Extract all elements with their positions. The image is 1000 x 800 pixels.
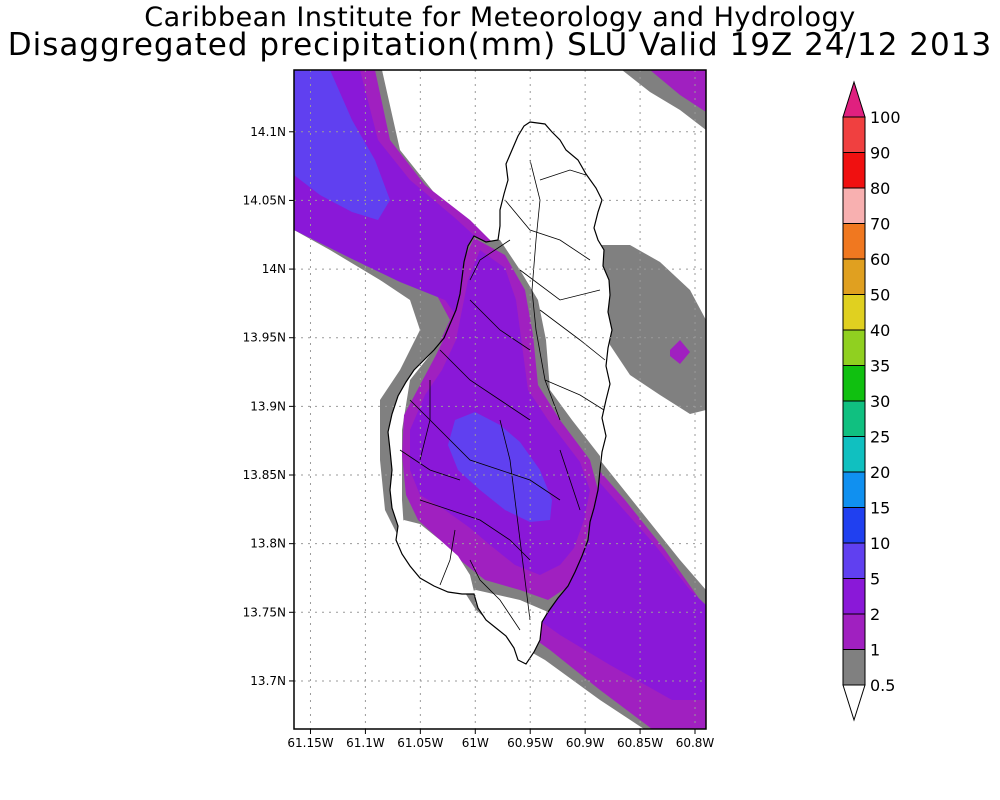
district-line-13 — [539, 169, 587, 181]
district-line-6 — [439, 349, 531, 421]
y-tick-label: 14.05N — [243, 193, 286, 207]
island-coastline — [387, 121, 613, 665]
legend-label: 20 — [870, 463, 890, 482]
district-line-10 — [499, 419, 531, 621]
district-line-8 — [399, 449, 461, 481]
legend-over-triangle — [842, 80, 866, 118]
legend-label: 90 — [870, 144, 890, 163]
district-line-1 — [504, 199, 591, 261]
legend-swatch — [842, 152, 866, 189]
x-tick-label: 60.8W — [676, 736, 715, 750]
legend-swatch — [842, 649, 866, 686]
legend-swatch — [842, 436, 866, 473]
x-tick-label: 61.1W — [346, 736, 385, 750]
legend-label: 15 — [870, 499, 890, 518]
chart-subtitle: Disaggregated precipitation(mm) SLU Vali… — [7, 27, 993, 63]
x-tick-label: 61.15W — [287, 736, 333, 750]
legend-label: 80 — [870, 179, 890, 198]
legend-label: 100 — [870, 108, 901, 127]
island-band-5-10 — [448, 412, 552, 522]
legend-swatch — [842, 613, 866, 650]
district-line-14 — [469, 239, 511, 281]
band-1-2-east — [670, 340, 690, 364]
legend-label: 0.5 — [870, 676, 895, 695]
y-tick-label: 13.95N — [243, 331, 286, 345]
legend-label: 40 — [870, 321, 890, 340]
legend-swatch — [842, 116, 866, 153]
legend-label: 1 — [870, 641, 880, 660]
y-tick-label: 14.1N — [250, 125, 286, 139]
district-line-9 — [419, 499, 531, 561]
x-tick-label: 61W — [462, 736, 489, 750]
y-tick-label: 13.85N — [243, 468, 286, 482]
chart-title: Caribbean Institute for Meteorology and … — [144, 2, 856, 33]
y-tick-label: 13.7N — [250, 674, 286, 688]
district-line-3 — [539, 309, 606, 361]
district-line-15 — [469, 559, 521, 631]
legend-label: 35 — [870, 357, 890, 376]
legend-swatch — [842, 258, 866, 295]
legend-swatch — [842, 223, 866, 260]
y-tick-label: 14N — [262, 262, 286, 276]
district-line-2 — [519, 269, 601, 301]
band-5-10-nw — [294, 70, 390, 220]
legend-label: 50 — [870, 286, 890, 305]
district-line-11 — [559, 449, 581, 511]
x-tick-label: 60.95W — [507, 736, 553, 750]
legend-swatch — [842, 507, 866, 544]
legend-swatch — [842, 365, 866, 402]
legend-label: 30 — [870, 392, 890, 411]
legend-label: 60 — [870, 250, 890, 269]
legend-swatch — [842, 294, 866, 331]
legend-label: 5 — [870, 570, 880, 589]
district-line-5 — [469, 299, 531, 351]
district-line-7 — [409, 399, 561, 501]
x-tick-label: 61.05W — [397, 736, 443, 750]
y-tick-label: 13.8N — [250, 537, 286, 551]
legend-label: 25 — [870, 428, 890, 447]
district-line-4 — [544, 379, 605, 411]
band-0.5-1-east — [600, 245, 706, 414]
legend-swatch — [842, 329, 866, 366]
legend-label: 2 — [870, 605, 880, 624]
legend-swatch — [842, 471, 866, 508]
y-tick-label: 13.9N — [250, 399, 286, 413]
legend-swatch — [842, 187, 866, 224]
y-tick-label: 13.75N — [243, 605, 286, 619]
legend-label: 70 — [870, 215, 890, 234]
x-tick-label: 60.85W — [617, 736, 663, 750]
legend-label: 10 — [870, 534, 890, 553]
legend-under-triangle — [842, 684, 866, 722]
legend-swatch — [842, 400, 866, 437]
plot-frame — [293, 69, 707, 730]
district-line-12 — [419, 380, 431, 461]
x-tick-label: 60.9W — [566, 736, 605, 750]
band-1-2-ne — [650, 70, 706, 112]
district-line-16 — [439, 529, 456, 586]
legend-swatch — [842, 578, 866, 615]
legend-swatch — [842, 542, 866, 579]
